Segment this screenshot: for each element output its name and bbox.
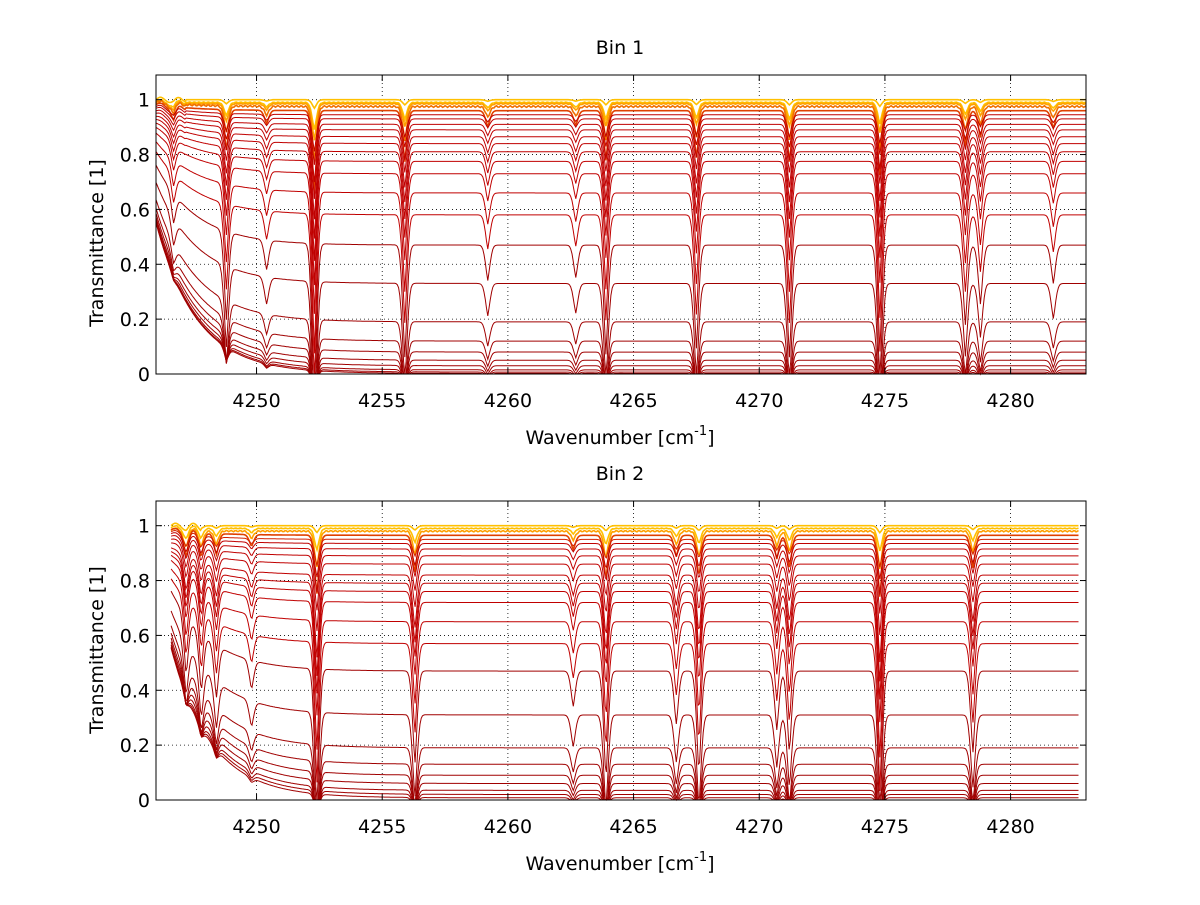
series-line (170, 551, 1079, 682)
chart-title: Bin 2 (596, 463, 644, 485)
axes-frame (155, 500, 1087, 801)
series-line (155, 102, 1086, 194)
y-tick-label: 0.8 (120, 571, 150, 593)
x-tick-label: 4260 (484, 816, 532, 838)
series-line (156, 115, 1086, 220)
x-tick-label: 4280 (986, 816, 1034, 838)
y-tick-label: 0.6 (120, 199, 150, 221)
y-tick-label: 0.2 (120, 735, 150, 757)
series-line (155, 182, 1086, 375)
series-line (155, 164, 1086, 375)
series-lines (170, 522, 1079, 802)
series-line (155, 151, 1086, 375)
series-line (155, 127, 1086, 286)
series-line (170, 535, 1079, 595)
x-tick-label: 4250 (232, 816, 280, 838)
series-line (170, 547, 1079, 663)
series-line (171, 538, 1079, 614)
y-axis-label: Transmittance [1] (86, 566, 108, 735)
x-tick-label: 4255 (358, 816, 406, 838)
x-axis-label: Wavenumber [cm-1] (525, 850, 714, 875)
series-line (170, 644, 1079, 801)
series-line (155, 118, 1086, 239)
x-tick-label: 4270 (735, 390, 783, 412)
y-tick-label: 0 (138, 790, 150, 812)
series-line (155, 208, 1086, 375)
series-line (155, 104, 1086, 152)
x-tick-label: 4280 (986, 390, 1034, 412)
chart-title: Bin 1 (596, 37, 644, 59)
x-tick-label: 4275 (861, 816, 909, 838)
series-line (155, 100, 1087, 141)
series-line (155, 141, 1086, 354)
x-tick-label: 4260 (484, 390, 532, 412)
x-tick-label: 4265 (609, 390, 657, 412)
x-tick-label: 4250 (232, 390, 280, 412)
series-line (170, 610, 1079, 801)
panel-bin-1: Bin 1 Transmittance [1] Wavenumber [cm-1… (86, 37, 1087, 449)
series-line (155, 199, 1086, 375)
x-tick-label: 4265 (609, 816, 657, 838)
series-line (170, 578, 1079, 792)
series-line (170, 522, 1079, 534)
y-axis-label: Transmittance [1] (86, 159, 108, 328)
y-tick-label: 1 (138, 90, 150, 112)
y-tick-label: 0.4 (120, 680, 150, 702)
y-tick-label: 0.8 (120, 145, 150, 167)
axis-ticks: 4250 4255 4260 4265 4270 4275 4280 0 0.2 0.4 0.6 0.… (120, 501, 1086, 838)
grid-lines (156, 75, 1086, 375)
series-line (170, 637, 1079, 801)
series-line (155, 109, 1086, 183)
series-line (170, 524, 1079, 553)
x-tick-label: 4255 (358, 390, 406, 412)
series-line (170, 554, 1079, 700)
series-line (155, 213, 1086, 376)
series-line (170, 529, 1079, 568)
grid-lines (156, 501, 1086, 801)
series-line (155, 96, 1086, 110)
x-tick-label: 4270 (735, 816, 783, 838)
series-line (155, 216, 1086, 375)
x-axis-label: Wavenumber [cm-1] (525, 424, 714, 449)
series-line (155, 106, 1086, 165)
series-line (171, 542, 1079, 636)
series-line (170, 559, 1079, 723)
series-line (155, 132, 1086, 314)
series-line (170, 527, 1079, 597)
series-line (170, 641, 1079, 802)
y-tick-label: 0.6 (120, 625, 150, 647)
series-line (170, 532, 1079, 580)
series-line (170, 632, 1079, 801)
series-line (170, 590, 1079, 801)
series-line (170, 568, 1079, 758)
series-line (155, 221, 1086, 375)
axes-frame (155, 74, 1087, 375)
y-tick-label: 0.4 (120, 254, 150, 276)
series-lines (155, 96, 1087, 376)
series-line (155, 112, 1086, 199)
y-tick-label: 0 (138, 364, 150, 386)
series-line (155, 122, 1086, 261)
x-tick-label: 4275 (861, 390, 909, 412)
panel-bin-2: Bin 2 Transmittance [1] Wavenumber [cm-1… (86, 463, 1087, 875)
y-tick-label: 1 (138, 516, 150, 538)
series-line (170, 646, 1079, 801)
axis-ticks: 4250 4255 4260 4265 4270 4275 4280 0 0.2 0.4 0.6 0.… (120, 75, 1086, 412)
y-tick-label: 0.2 (120, 309, 150, 331)
series-line (170, 625, 1079, 801)
series-line (170, 647, 1079, 801)
series-line (170, 527, 1079, 570)
